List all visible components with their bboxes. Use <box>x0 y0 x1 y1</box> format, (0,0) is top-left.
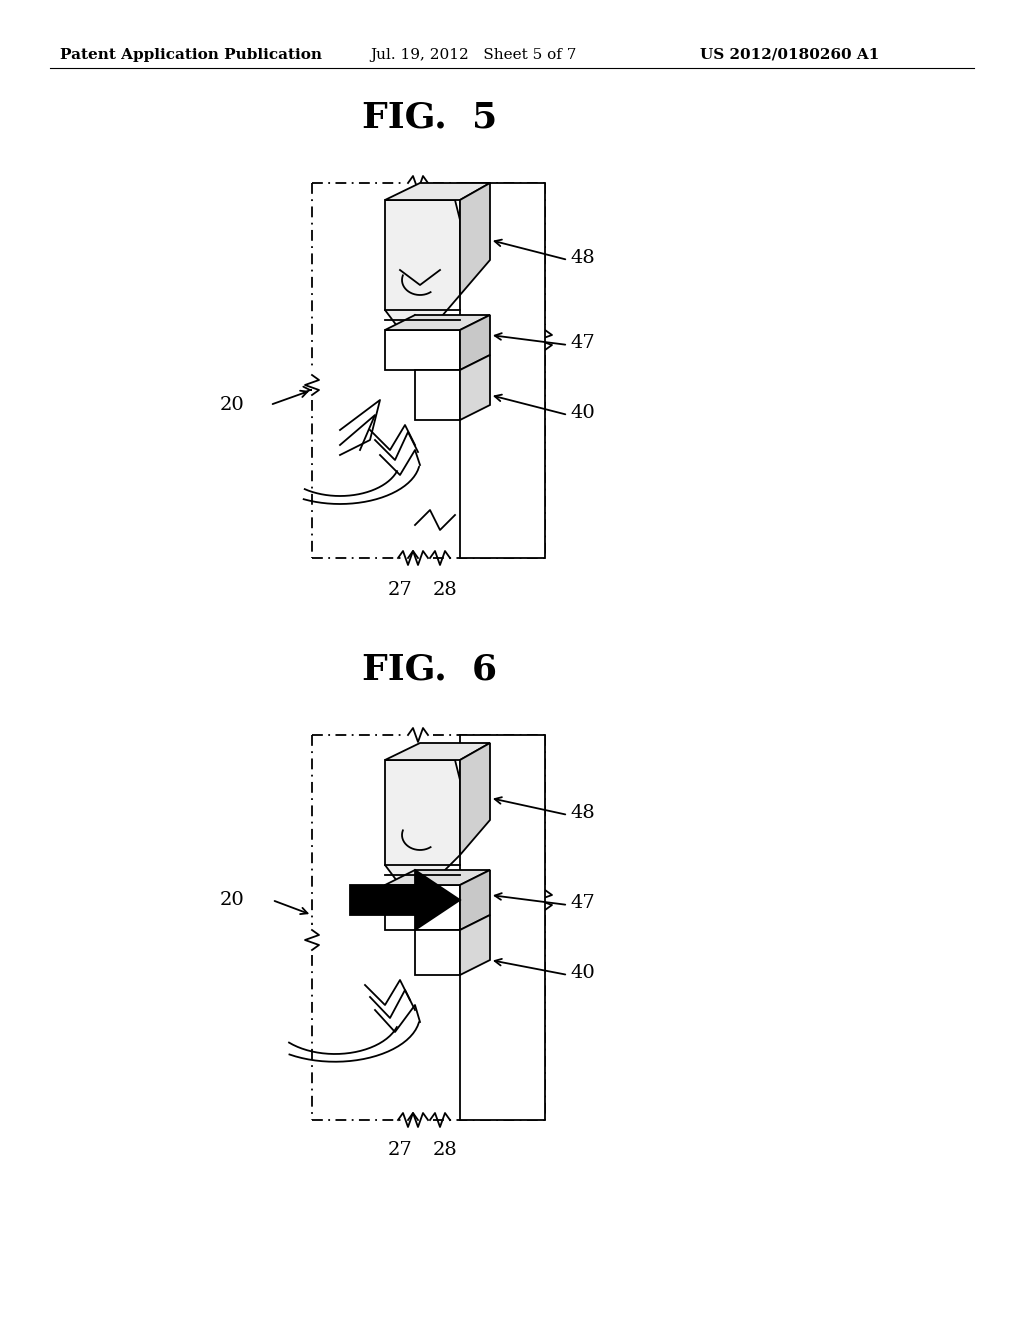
Polygon shape <box>460 355 490 420</box>
Text: 47: 47 <box>570 894 595 912</box>
Polygon shape <box>385 870 490 884</box>
Text: 48: 48 <box>570 249 595 267</box>
Polygon shape <box>460 915 490 975</box>
Polygon shape <box>415 370 460 420</box>
Polygon shape <box>460 315 490 370</box>
Polygon shape <box>460 870 490 931</box>
Polygon shape <box>460 183 490 294</box>
Text: Jul. 19, 2012   Sheet 5 of 7: Jul. 19, 2012 Sheet 5 of 7 <box>370 48 577 62</box>
Text: FIG.  5: FIG. 5 <box>362 102 498 135</box>
Polygon shape <box>385 201 460 330</box>
Polygon shape <box>460 735 545 1119</box>
Polygon shape <box>385 743 490 760</box>
Text: 20: 20 <box>220 891 245 909</box>
Polygon shape <box>460 743 490 855</box>
Polygon shape <box>415 931 460 975</box>
Text: US 2012/0180260 A1: US 2012/0180260 A1 <box>700 48 880 62</box>
Text: 20: 20 <box>220 396 245 414</box>
Text: Patent Application Publication: Patent Application Publication <box>60 48 322 62</box>
Text: 40: 40 <box>570 404 595 422</box>
Text: 48: 48 <box>570 804 595 822</box>
Text: 27: 27 <box>388 581 413 599</box>
Polygon shape <box>385 884 460 931</box>
Text: FIG.  6: FIG. 6 <box>362 653 498 686</box>
Text: 27: 27 <box>388 1140 413 1159</box>
Polygon shape <box>460 183 545 558</box>
Text: 28: 28 <box>432 1140 458 1159</box>
Text: 47: 47 <box>570 334 595 352</box>
Text: 28: 28 <box>432 581 458 599</box>
Polygon shape <box>385 183 490 201</box>
Text: 40: 40 <box>570 964 595 982</box>
Polygon shape <box>385 330 460 370</box>
Polygon shape <box>385 315 490 330</box>
Polygon shape <box>385 760 460 884</box>
Polygon shape <box>350 870 460 931</box>
